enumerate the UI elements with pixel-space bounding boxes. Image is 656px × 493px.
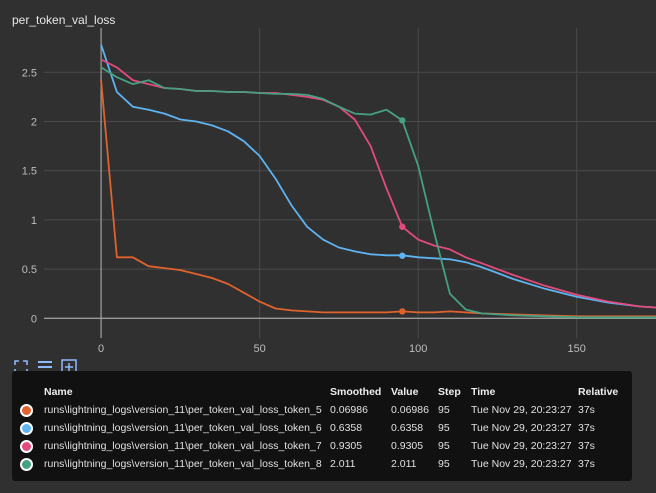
series-color-dot — [20, 419, 44, 437]
color-swatch — [20, 422, 33, 435]
time: Tue Nov 29, 20:23:27 — [471, 401, 578, 419]
time: Tue Nov 29, 20:23:27 — [471, 419, 578, 437]
step: 95 — [438, 419, 471, 437]
color-swatch — [20, 458, 33, 471]
line-chart[interactable]: 0 50 100 150 0 0.5 1 1.5 2 2.5 — [0, 0, 656, 360]
header-value[interactable]: Value — [391, 383, 438, 401]
step: 95 — [438, 437, 471, 455]
header-relative[interactable]: Relative — [578, 383, 626, 401]
relative: 37s — [578, 419, 626, 437]
series-point-5 — [399, 308, 405, 314]
color-swatch — [20, 404, 33, 417]
relative: 37s — [578, 401, 626, 419]
step: 95 — [438, 455, 471, 473]
table-row[interactable]: runs\lightning_logs\version_11\per_token… — [20, 437, 626, 455]
data-table: Name Smoothed Value Step Time Relative r… — [12, 371, 632, 481]
series-line-6 — [101, 45, 656, 308]
y-tick-label: 0 — [31, 313, 37, 325]
value: 0.6358 — [391, 419, 438, 437]
relative: 37s — [578, 455, 626, 473]
smoothed-value: 0.06986 — [330, 401, 391, 419]
series-point-8 — [399, 117, 405, 123]
header-step[interactable]: Step — [438, 383, 471, 401]
y-tick-label: 2.5 — [22, 67, 37, 79]
table-row[interactable]: runs\lightning_logs\version_11\per_token… — [20, 455, 626, 473]
smoothed-value: 0.9305 — [330, 437, 391, 455]
header-name[interactable]: Name — [44, 383, 330, 401]
series-color-dot — [20, 437, 44, 455]
value: 0.9305 — [391, 437, 438, 455]
table-row[interactable]: runs\lightning_logs\version_11\per_token… — [20, 419, 626, 437]
series-point-6 — [399, 253, 405, 259]
value: 0.06986 — [391, 401, 438, 419]
series-color-dot — [20, 455, 44, 473]
y-tick-label: 1.5 — [22, 166, 37, 178]
series-line-5 — [101, 80, 656, 316]
y-tick-labels: 0 0.5 1 1.5 2 2.5 — [22, 67, 37, 325]
x-tick-label: 0 — [98, 343, 104, 355]
y-tick-label: 0.5 — [22, 264, 37, 276]
step: 95 — [438, 401, 471, 419]
value: 2.011 — [391, 455, 438, 473]
table-header-row: Name Smoothed Value Step Time Relative — [20, 383, 626, 401]
series-point-7 — [399, 224, 405, 230]
smoothed-value: 0.6358 — [330, 419, 391, 437]
run-name: runs\lightning_logs\version_11\per_token… — [44, 401, 330, 419]
run-name: runs\lightning_logs\version_11\per_token… — [44, 437, 330, 455]
run-name: runs\lightning_logs\version_11\per_token… — [44, 455, 330, 473]
y-tick-label: 1 — [31, 215, 37, 227]
x-tick-label: 100 — [409, 343, 427, 355]
color-swatch — [20, 440, 33, 453]
time: Tue Nov 29, 20:23:27 — [471, 437, 578, 455]
smoothed-value: 2.011 — [330, 455, 391, 473]
header-time[interactable]: Time — [471, 383, 578, 401]
series-line-8 — [101, 67, 656, 317]
series-color-dot — [20, 401, 44, 419]
time: Tue Nov 29, 20:23:27 — [471, 455, 578, 473]
header-color — [20, 383, 44, 401]
series-markers — [399, 117, 405, 314]
header-smoothed[interactable]: Smoothed — [330, 383, 391, 401]
series-lines — [101, 45, 656, 318]
relative: 37s — [578, 437, 626, 455]
run-name: runs\lightning_logs\version_11\per_token… — [44, 419, 330, 437]
table-row[interactable]: runs\lightning_logs\version_11\per_token… — [20, 401, 626, 419]
x-tick-label: 150 — [568, 343, 586, 355]
x-tick-label: 50 — [254, 343, 266, 355]
x-tick-labels: 0 50 100 150 — [98, 343, 586, 355]
y-tick-label: 2 — [31, 116, 37, 128]
